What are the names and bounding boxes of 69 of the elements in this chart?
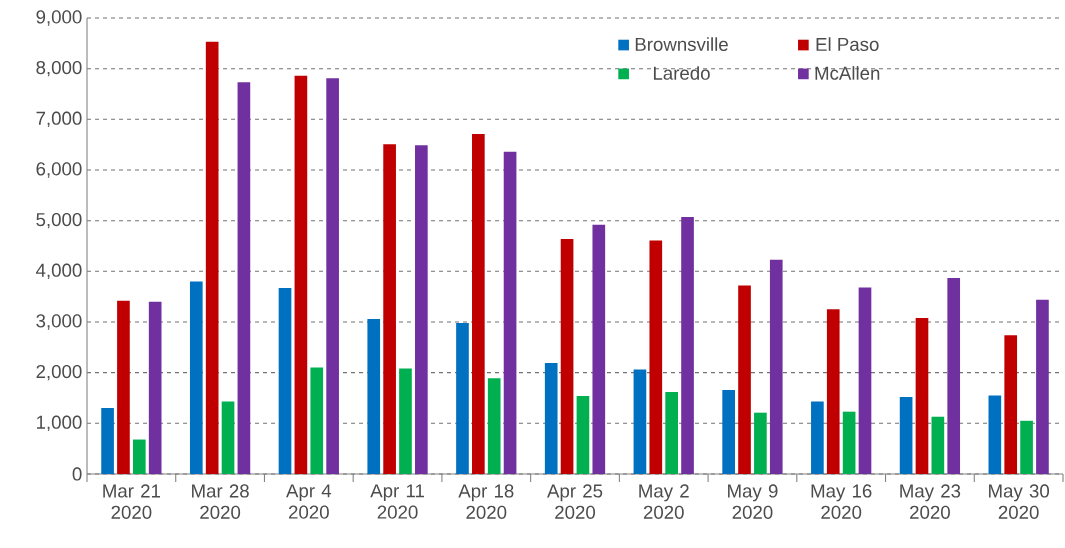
bar: [681, 217, 694, 474]
bar: [237, 82, 251, 474]
bar: [842, 411, 856, 474]
bar: [148, 301, 162, 474]
y-tick-label: 1,000: [37, 415, 82, 432]
bar: [1004, 335, 1018, 474]
bar: [576, 395, 590, 474]
bar: [544, 363, 558, 474]
y-tick-label: 4,000: [36, 263, 82, 280]
bar: [947, 277, 961, 474]
bar: [899, 396, 913, 474]
x-tick-label: Apr 4 2020: [286, 484, 332, 519]
bar: [649, 240, 663, 474]
bar: [503, 151, 517, 474]
bar: [310, 367, 324, 474]
x-tick-label: Apr 18 2020: [458, 484, 514, 519]
bar: [367, 318, 381, 474]
legend-label: Brownsville: [635, 37, 728, 51]
y-tick-label: 6,000: [36, 162, 82, 178]
legend-label: Laredo: [653, 66, 710, 80]
x-tick-label: Mar 28 2020: [192, 484, 249, 519]
bar: [399, 368, 412, 474]
y-tick-label: 8,000: [36, 60, 82, 77]
bar: [294, 75, 308, 474]
y-tick-label: 2,000: [36, 364, 82, 381]
bar: [560, 238, 574, 474]
bar: [592, 224, 606, 474]
bar: [205, 41, 219, 474]
bar: [101, 408, 114, 474]
bar: [722, 389, 735, 474]
bar: [487, 378, 501, 474]
bar: [117, 300, 130, 474]
bar: [189, 281, 203, 474]
bar: [915, 317, 929, 474]
bar: [826, 309, 840, 474]
x-tick-label: May 16 2020: [811, 484, 872, 519]
x-tick-label: Apr 25 2020: [547, 484, 603, 519]
bar: [456, 323, 469, 474]
bar: [988, 395, 1002, 474]
legend-label: El Paso: [816, 37, 879, 51]
bar: [472, 134, 485, 474]
y-tick-label: 7,000: [36, 111, 82, 128]
bar: [278, 288, 292, 474]
x-tick-label: Apr 11 2020: [370, 484, 424, 519]
bar: [754, 412, 767, 474]
bar: [326, 78, 339, 474]
bar: [811, 401, 824, 474]
bar: [1020, 420, 1033, 474]
x-tick-label: Mar 21 2020: [103, 484, 161, 519]
x-tick-label: May 23 2020: [900, 484, 961, 519]
bar: [132, 439, 146, 474]
bar: [633, 369, 647, 474]
bar: [383, 144, 396, 474]
y-tick-label: 5,000: [36, 212, 82, 229]
bar: [858, 287, 872, 474]
bar: [415, 145, 428, 474]
y-tick-label: 3,000: [36, 314, 82, 330]
bar: [1036, 299, 1049, 474]
x-tick-label: May 2 2020: [639, 484, 689, 519]
bar: [769, 259, 783, 474]
bar: [931, 416, 945, 474]
bar: [221, 401, 235, 474]
bar: [738, 285, 751, 474]
x-tick-label: May 9 2020: [728, 484, 778, 519]
bar: [665, 391, 678, 474]
y-tick-label: 9,000: [36, 10, 82, 26]
legend-label: McAllen: [815, 66, 880, 80]
y-tick-label: 0: [72, 467, 82, 481]
x-tick-label: May 30 2020: [989, 484, 1050, 519]
